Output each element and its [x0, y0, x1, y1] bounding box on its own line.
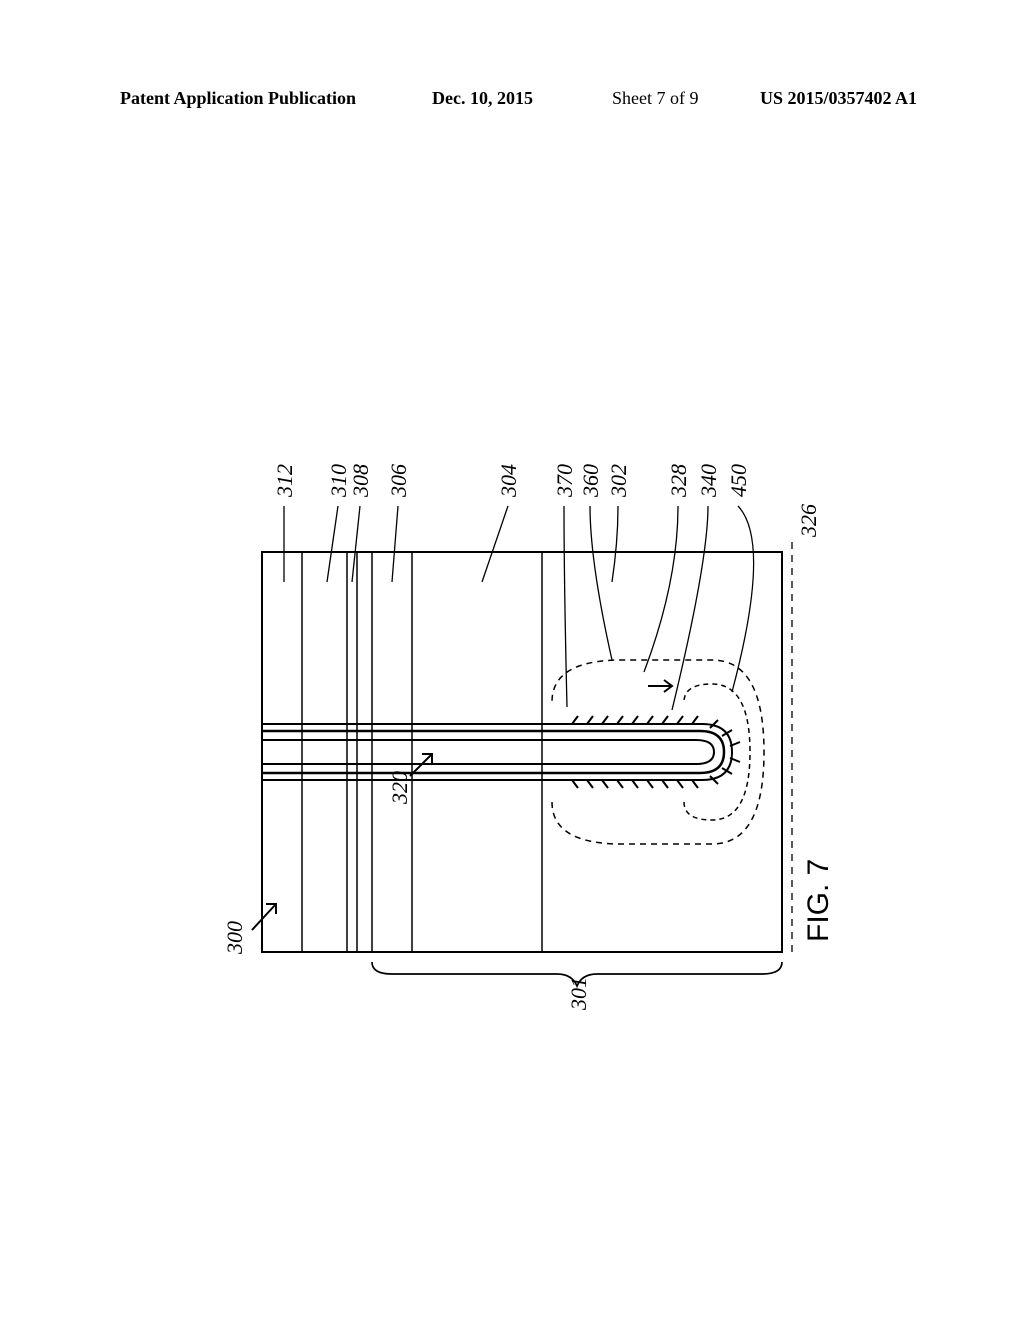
ref-301: 301	[566, 977, 592, 1010]
ref-308: 308	[348, 464, 374, 497]
ref-360: 360	[578, 464, 604, 497]
arrow-328	[648, 680, 672, 692]
trench-liner	[262, 731, 724, 773]
ref-326: 326	[796, 504, 822, 537]
page: Patent Application Publication Dec. 10, …	[0, 0, 1024, 1320]
figure-svg	[0, 278, 1024, 1102]
arrow-300	[252, 904, 276, 930]
ref-300: 300	[222, 921, 248, 954]
die-outline	[262, 552, 782, 952]
figure-label: FIG. 7	[802, 859, 836, 942]
ref-328: 328	[666, 464, 692, 497]
ref-302: 302	[606, 464, 632, 497]
ref-320: 320	[387, 771, 413, 804]
ref-304: 304	[496, 464, 522, 497]
header-number: US 2015/0357402 A1	[760, 88, 917, 109]
ref-312: 312	[272, 464, 298, 497]
ref-370: 370	[552, 464, 578, 497]
trench-inner	[262, 740, 714, 764]
ref-450: 450	[726, 464, 752, 497]
ref-340: 340	[696, 464, 722, 497]
leaders	[284, 506, 754, 710]
header-publication: Patent Application Publication	[120, 88, 356, 109]
header-sheet: Sheet 7 of 9	[612, 88, 698, 109]
header-date: Dec. 10, 2015	[432, 88, 533, 109]
ref-306: 306	[386, 464, 412, 497]
figure-7: 300 320 312 310 308 306 304 370 360 302 …	[0, 278, 1024, 1102]
implant-450	[684, 684, 750, 820]
trench-outer	[262, 724, 732, 780]
